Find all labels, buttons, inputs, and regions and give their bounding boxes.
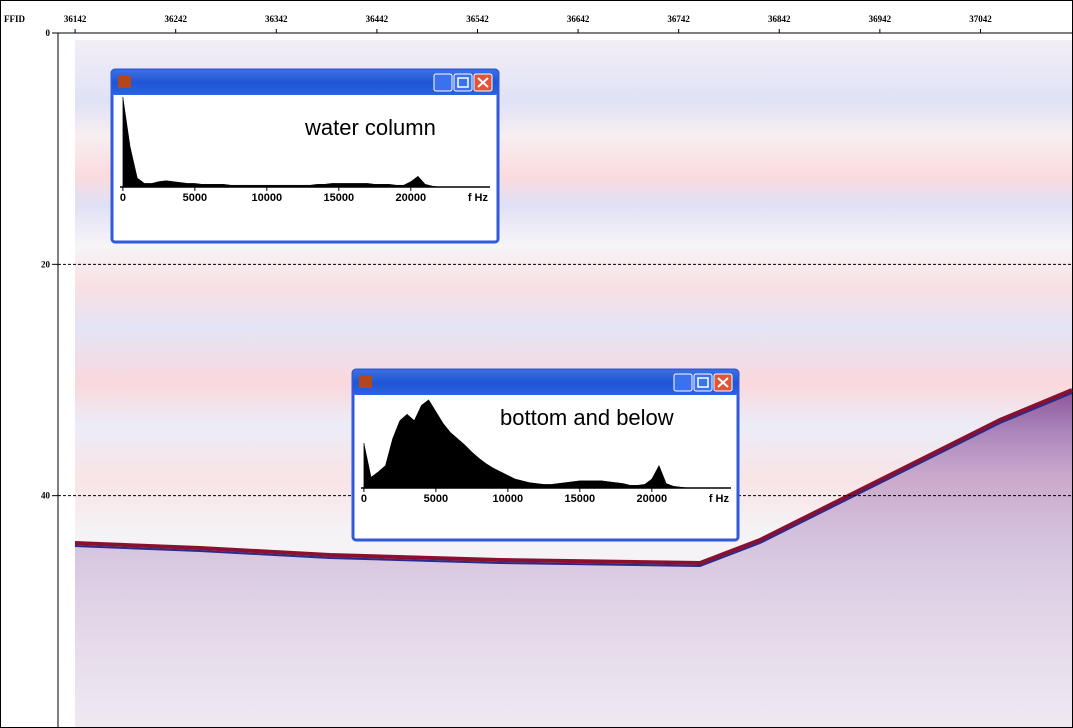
x-tick-label: 20000 [637, 493, 668, 505]
spectrum-window: water column 0 5000 10000 15000 20000 f Hz [110, 68, 500, 244]
x-tick-label: 20000 [396, 192, 427, 204]
x-tick-label: 5000 [183, 192, 207, 204]
y-tick-label: 0 [46, 28, 51, 38]
window-frame [110, 68, 500, 244]
window-title: bottom and below [500, 405, 674, 430]
close-icon [477, 77, 489, 88]
seafloor [74, 388, 1073, 566]
x-axis-label: f Hz [468, 192, 489, 204]
x-tick-label: 15000 [324, 192, 355, 204]
x-tick-label: 36942 [869, 14, 892, 24]
x-tick-label: 36642 [567, 14, 590, 24]
x-tick-label: 0 [120, 192, 126, 204]
spectrum-area [363, 399, 724, 489]
window-title: water column [304, 115, 436, 140]
x-tick-label: 0 [361, 493, 367, 505]
x-tick-label: 36742 [667, 14, 690, 24]
x-tick-label: 5000 [424, 493, 448, 505]
minimize-button[interactable] [433, 73, 453, 92]
maximize-button[interactable] [693, 373, 713, 392]
maximize-icon [697, 377, 709, 388]
x-tick-label: 36442 [366, 14, 389, 24]
spectrum-area [122, 96, 483, 188]
x-tick-label: 37042 [969, 14, 992, 24]
x-tick-label: 10000 [493, 493, 524, 505]
y-tick-label: 40 [41, 491, 51, 501]
seafloor-trough [74, 392, 1073, 568]
x-tick-label: 36242 [164, 14, 187, 24]
x-axis-label: FFID [4, 14, 25, 24]
subbottom [75, 390, 1072, 727]
minimize-button[interactable] [673, 373, 693, 392]
x-tick-label: 10000 [252, 192, 283, 204]
window-icon [118, 76, 131, 88]
title-bar [353, 370, 738, 395]
x-tick-label: 36842 [768, 14, 791, 24]
x-tick-label: 36342 [265, 14, 288, 24]
x-tick-label: 36542 [466, 14, 489, 24]
spectrum-window: bottom and below 0 5000 10000 15000 20000 f Hz [351, 368, 740, 542]
window-icon [359, 376, 372, 388]
maximize-icon [457, 77, 469, 88]
y-tick-label: 20 [41, 259, 51, 269]
x-axis-label: f Hz [709, 493, 730, 505]
close-icon [717, 377, 729, 388]
x-tick-label: 15000 [565, 493, 596, 505]
maximize-button[interactable] [453, 73, 473, 92]
x-tick-label: 36142 [64, 14, 87, 24]
title-bar [112, 70, 498, 95]
